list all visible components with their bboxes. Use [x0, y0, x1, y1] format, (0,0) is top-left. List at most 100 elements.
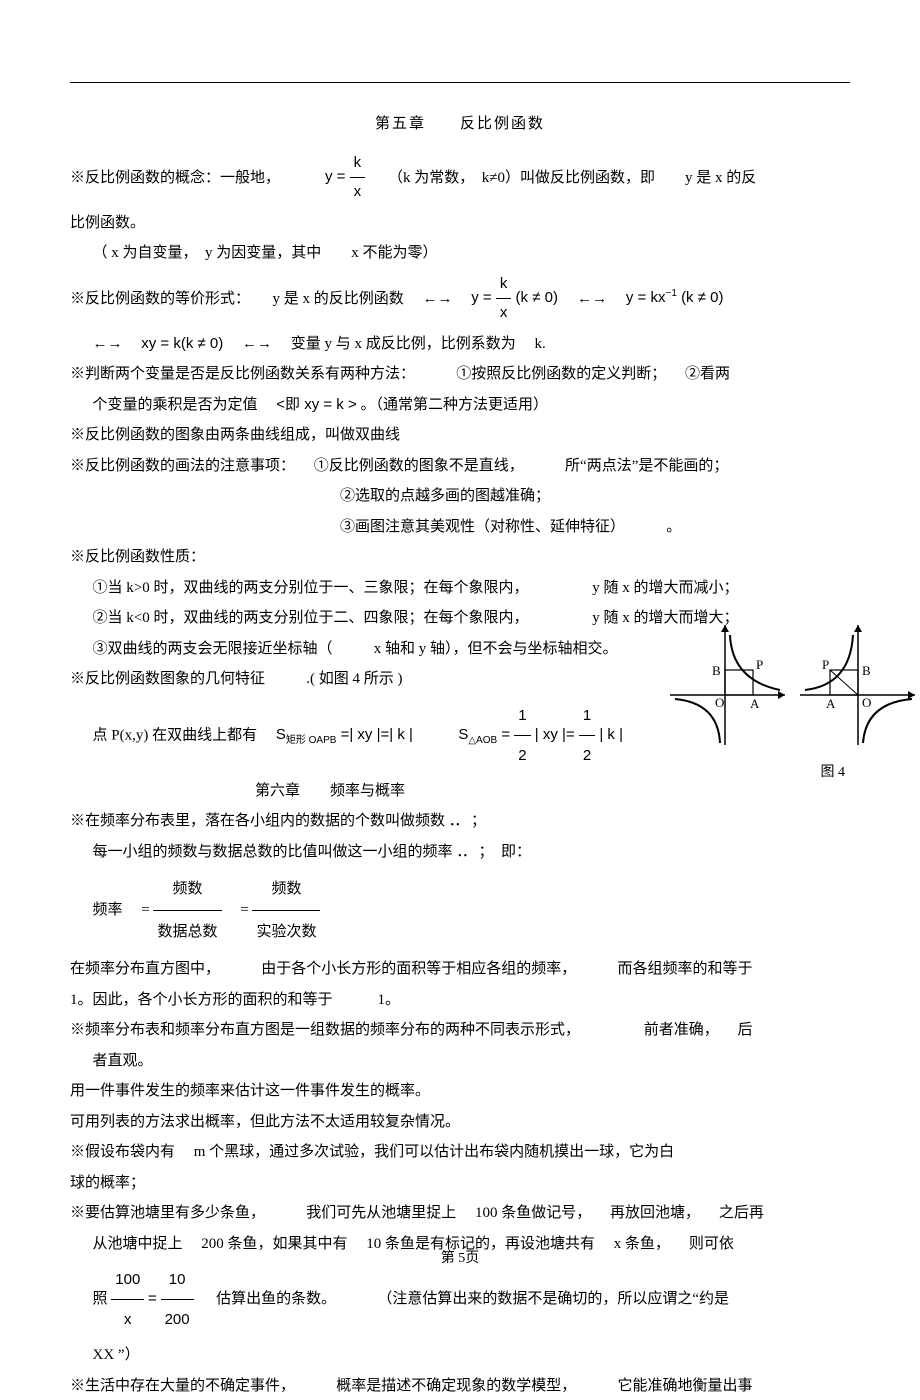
frac-freq1: 频数数据总数: [153, 868, 221, 953]
hyperbola-diagram: O A B P O A B P: [660, 620, 920, 750]
text: 而各组频率的和等于: [618, 961, 753, 977]
text: 再放回池塘，: [610, 1205, 700, 1221]
svg-text:B: B: [712, 663, 721, 678]
text: ※判断两个变量是否是反比例函数关系有两种方法：: [70, 366, 415, 382]
text: 之后再: [719, 1205, 764, 1221]
text: 由于各个小长方形的面积等于相应各组的频率，: [261, 961, 576, 977]
para-1c: 比例函数。: [70, 209, 850, 238]
para-32: ※生活中存在大量的不确定事件， 概率是描述不确定现象的数学模型， 它能准确地衡量…: [70, 1372, 850, 1400]
text: .( 如图 4 所示 ): [306, 671, 402, 687]
para-5: ※判断两个变量是否是反比例函数关系有两种方法： ①按照反比例函数的定义判断； ②…: [70, 360, 850, 389]
text: 所“两点法”是不能画的；: [565, 458, 728, 474]
para-17: ※在频率分布表里，落在各小组内的数据的个数叫做频数 ．． ；: [70, 807, 850, 836]
text: 点 P(x,y) 在双曲线上都有: [93, 727, 258, 743]
para-8: ※反比例函数的画法的注意事项： ①反比例函数的图象不是直线， 所“两点法”是不能…: [70, 452, 850, 481]
para-3: ※反比例函数的等价形式： y 是 x 的反比例函数 ←→ y = kx (k ≠…: [70, 270, 850, 328]
text: 它能准确地衡量出事: [618, 1378, 753, 1394]
text: 每一小组的频数与数据总数的比值叫做这一小组的频率: [93, 844, 453, 860]
text: 。（通常第二种方法更适用）: [360, 397, 548, 413]
svg-text:A: A: [750, 696, 760, 711]
para-28: ※要估算池塘里有多少条鱼， 我们可先从池塘里捉上 100 条鱼做记号， 再放回池…: [70, 1199, 850, 1228]
text: m 个黑球，通过多次试验，我们可以估计出布袋内随机摸出一球，它为白: [194, 1144, 674, 1160]
formula-ykx: y = kx (k ≠ 0): [471, 289, 562, 306]
text: 100 条鱼做记号，: [475, 1205, 591, 1221]
text: x 轴和 y 轴），但不会与坐标轴相交。: [374, 641, 618, 657]
text: 后: [738, 1022, 753, 1038]
formula-y-kx: y = kx: [325, 168, 369, 185]
frac-freq2: 频数实验次数: [252, 868, 320, 953]
iff-arrow: ←→: [423, 289, 453, 306]
text: 估算出鱼的条数。: [216, 1291, 336, 1307]
text: ※假设布袋内有: [70, 1144, 175, 1160]
svg-text:P: P: [822, 657, 829, 672]
document-page: 第五章 反比例函数 ※反比例函数的概念：一般地， y = kx （k 为常数， …: [0, 0, 920, 1303]
text: （注意估算出来的数据不是确切的，所以应谓之“约是: [377, 1291, 729, 1307]
text: 个变量的乘积是否为定值: [93, 397, 258, 413]
text: ※要估算池塘里有多少条鱼，: [70, 1205, 265, 1221]
para-20: 在频率分布直方图中， 由于各个小长方形的面积等于相应各组的频率， 而各组频率的和…: [70, 955, 850, 984]
text: ；: [471, 813, 486, 829]
figure-4-caption: 图 4: [821, 760, 846, 787]
text: ①按照反比例函数的定义判断；: [456, 366, 666, 382]
emphasis-dots: ．．: [456, 844, 475, 860]
text: ③画图注意其美观性（对称性、延伸特征）: [340, 519, 625, 535]
para-22: ※频率分布表和频率分布直方图是一组数据的频率分布的两种不同表示形式， 前者准确，…: [70, 1016, 850, 1045]
text: 变量 y 与 x 成反比例，比例系数为: [291, 336, 516, 352]
text: （k 为常数， k≠0）叫做反比例函数，即 y 是 x 的反: [388, 169, 756, 185]
text: y 随 x 的增大而减小；: [592, 580, 738, 596]
page-number: 第 5页: [0, 1246, 920, 1273]
para-21: 1。因此，各个小长方形的面积的和等于 1。: [70, 986, 850, 1015]
para-11: ※反比例函数性质：: [70, 543, 850, 572]
text: ※在频率分布表里，落在各小组内的数据的个数叫做频数: [70, 813, 445, 829]
svg-text:B: B: [862, 663, 871, 678]
para-31: XX ”）: [70, 1341, 850, 1370]
text: ※反比例函数的画法的注意事项：: [70, 458, 295, 474]
text: ②当 k<0 时，双曲线的两支分别位于二、四象限；在每个象限内，: [93, 610, 529, 626]
para-6: 个变量的乘积是否为定值 <即 xy = k > 。（通常第二种方法更适用）: [70, 391, 850, 420]
text: ②看两: [685, 366, 730, 382]
text: 频率: [93, 902, 123, 918]
para-18: 每一小组的频数与数据总数的比值叫做这一小组的频率 ．． ； 即：: [70, 838, 850, 867]
text: 前者准确，: [644, 1022, 719, 1038]
svg-text:P: P: [756, 657, 763, 672]
header-rule: [70, 82, 850, 83]
area-rect: S矩形 OAPB =| xy |=| k |: [276, 726, 417, 743]
formula-kx-1: y = kx−1 (k ≠ 0): [626, 289, 724, 306]
text: 。: [666, 519, 681, 535]
para-2: （ x 为自变量， y 为因变量，其中 x 不能为零）: [70, 239, 850, 268]
para-4: ←→ xy = k(k ≠ 0) ←→ 变量 y 与 x 成反比例，比例系数为 …: [70, 330, 850, 359]
text: 概率是描述不确定现象的数学模型，: [336, 1378, 576, 1394]
iff-arrow: ←→: [242, 335, 272, 352]
text: 在频率分布直方图中，: [70, 961, 220, 977]
svg-text:O: O: [862, 695, 871, 710]
text: ※反比例函数图象的几何特征: [70, 671, 265, 687]
text: ※反比例函数的等价形式： y 是 x 的反比例函数: [70, 290, 404, 306]
text: ※反比例函数的概念：一般地，: [70, 169, 280, 185]
para-9: ②选取的点越多画的图越准确；: [70, 482, 850, 511]
text: ※频率分布表和频率分布直方图是一组数据的频率分布的两种不同表示形式，: [70, 1022, 580, 1038]
text: <即 xy = k >: [276, 396, 356, 413]
text: ③双曲线的两支会无限接近坐标轴（: [93, 641, 333, 657]
emphasis-dots: ．．: [449, 813, 468, 829]
iff-arrow: ←→: [577, 289, 607, 306]
para-7: ※反比例函数的图象由两条曲线组成，叫做双曲线: [70, 421, 850, 450]
text: k.: [535, 336, 546, 352]
para-10: ③画图注意其美观性（对称性、延伸特征） 。: [70, 513, 850, 542]
para-27: 球的概率；: [70, 1169, 850, 1198]
para-1: ※反比例函数的概念：一般地， y = kx （k 为常数， k≠0）叫做反比例函…: [70, 149, 850, 207]
para-23: 者直观。: [70, 1047, 850, 1076]
svg-text:A: A: [826, 696, 836, 711]
formula-xyk: xy = k(k ≠ 0): [141, 335, 223, 352]
svg-text:O: O: [715, 695, 724, 710]
text: ※生活中存在大量的不确定事件，: [70, 1378, 295, 1394]
chapter5-title: 第五章 反比例函数: [70, 110, 850, 139]
para-24: 用一件事件发生的频率来估计这一件事件发生的概率。: [70, 1077, 850, 1106]
para-12: ①当 k>0 时，双曲线的两支分别位于一、三象限；在每个象限内， y 随 x 的…: [70, 574, 850, 603]
area-tri: S△AOB = 12 | xy |= 12 | k |: [458, 726, 623, 743]
figure-4: O A B P O A B P: [660, 620, 920, 790]
para-25: 可用列表的方法求出概率，但此方法不太适用较复杂情况。: [70, 1108, 850, 1137]
para-26: ※假设布袋内有 m 个黑球，通过多次试验，我们可以估计出布袋内随机摸出一球，它为…: [70, 1138, 850, 1167]
text: 我们可先从池塘里捉上: [306, 1205, 456, 1221]
text: 照: [93, 1291, 108, 1307]
text: ①反比例函数的图象不是直线，: [314, 458, 524, 474]
